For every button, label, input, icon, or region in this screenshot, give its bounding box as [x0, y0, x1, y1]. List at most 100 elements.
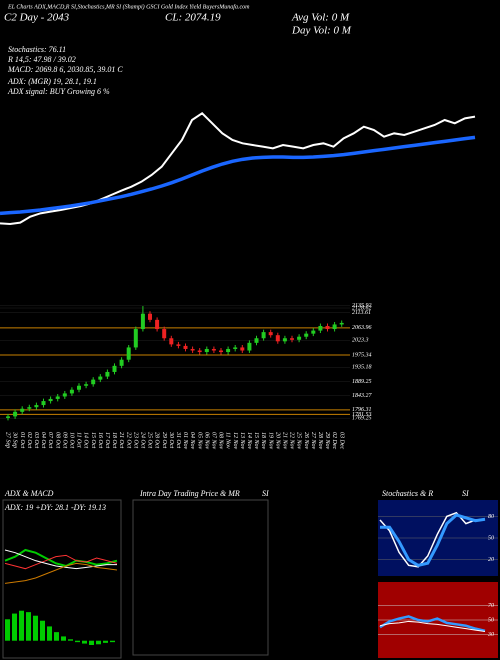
- candle-body: [20, 408, 25, 412]
- candle-body: [62, 393, 67, 397]
- candle-body: [48, 398, 53, 402]
- candle-body: [261, 332, 266, 339]
- candle-body: [105, 371, 110, 377]
- candle-body: [126, 347, 131, 360]
- candle-body: [318, 325, 323, 331]
- x-tick-label: 30 Sep: [12, 431, 18, 448]
- candle-body: [6, 416, 10, 418]
- avg-vol: Avg Vol: 0 M: [291, 12, 350, 24]
- candle-body: [197, 350, 202, 353]
- candle-body: [112, 365, 117, 372]
- panel-title: Intra Day Trading Price & MR: [139, 489, 240, 498]
- x-tick-label: 06 Nov: [203, 432, 209, 450]
- x-tick-label: 09 Oct: [61, 432, 67, 448]
- x-tick-label: 04 Nov: [189, 432, 196, 450]
- panel-title: ADX & MACD: [4, 489, 54, 498]
- x-tick-label: 02 Oct: [26, 432, 32, 448]
- x-tick-label: 27 Nov: [310, 432, 316, 450]
- candle-body: [13, 411, 18, 417]
- line-series: [0, 135, 476, 216]
- candle-body: [211, 348, 216, 351]
- macd-bar: [12, 613, 17, 641]
- x-tick-label: 21 Nov: [282, 432, 288, 450]
- candle-body: [290, 338, 294, 340]
- adx-label: ADX: 19 +DY: 28.1 -DY: 19.13: [4, 503, 106, 512]
- x-tick-label: 11 Oct: [76, 432, 82, 448]
- stoch: Stochastics: 76.11: [8, 45, 66, 54]
- macd-bar: [75, 640, 80, 643]
- macd-bar: [110, 640, 115, 643]
- x-tick-label: 02 Dec: [331, 432, 337, 449]
- candle-body: [240, 347, 245, 351]
- candle-body: [98, 376, 103, 380]
- x-tick-label: 04 Oct: [40, 432, 47, 448]
- candle-body: [119, 359, 124, 366]
- candle-body: [27, 407, 32, 409]
- y-tick-label: 1843.27: [352, 392, 373, 399]
- x-tick-label: 14 Nov: [246, 432, 253, 450]
- macd-bar: [68, 639, 73, 641]
- macd-bar: [47, 626, 52, 641]
- candle-body: [268, 332, 273, 336]
- adx-signal: ADX signal: BUY Growing 6 %: [7, 87, 110, 96]
- close: CL: 2074.19: [165, 12, 221, 24]
- x-tick-label: 30 Oct: [168, 431, 174, 448]
- x-tick-label: 28 Oct: [154, 432, 160, 448]
- line-series: [4, 554, 118, 570]
- candle-body: [162, 329, 167, 339]
- x-tick-label: 14 Oct: [83, 432, 90, 448]
- x-tick-label: 15 Nov: [253, 432, 259, 450]
- y-tick-label: 70: [488, 603, 494, 609]
- x-tick-label: 29 Oct: [161, 432, 167, 448]
- line-series: [379, 620, 486, 633]
- x-tick-label: 28 Nov: [317, 432, 323, 450]
- macd-bar: [96, 640, 101, 645]
- candle-body: [247, 342, 252, 351]
- macd-bar: [19, 610, 24, 641]
- candle-body: [176, 344, 181, 346]
- line-series: [379, 511, 486, 568]
- y-tick-label: 2135.92: [352, 303, 372, 309]
- x-tick-label: 08 Oct: [54, 432, 60, 448]
- x-tick-label: 29 Nov: [324, 432, 330, 450]
- x-tick-label: 27 Sep: [5, 432, 11, 448]
- y-tick-label: 30: [487, 632, 494, 638]
- macd-bar: [82, 640, 87, 644]
- y-tick-label: 1889.25: [352, 379, 372, 385]
- x-tick-label: 08 Nov: [218, 432, 224, 450]
- line-series: [4, 562, 118, 584]
- day-vol: Day Vol: 0 M: [291, 25, 352, 37]
- candle-body: [297, 336, 302, 340]
- line-series: [379, 615, 486, 633]
- macd: MACD: 2069.8 6, 2030.85, 39.01 C: [7, 65, 123, 74]
- candle-body: [254, 338, 259, 343]
- rsi: R 14,5: 47.98 / 39.02: [7, 55, 76, 64]
- candle-body: [219, 350, 223, 353]
- x-tick-label: 26 Nov: [303, 432, 309, 450]
- x-tick-label: 13 Nov: [239, 432, 245, 450]
- candle-body: [155, 319, 160, 330]
- panel-title: SI: [262, 489, 269, 498]
- candle-body: [226, 348, 231, 353]
- candle-body: [339, 322, 344, 325]
- x-tick-label: 19 Nov: [267, 432, 273, 450]
- x-tick-label: 18 Nov: [260, 432, 266, 450]
- x-tick-label: 22 Oct: [125, 432, 131, 448]
- y-tick-label: 2063.96: [352, 325, 372, 331]
- candle-body: [84, 384, 89, 386]
- x-tick-label: 12 Nov: [232, 432, 238, 450]
- x-tick-label: 18 Oct: [111, 432, 117, 448]
- y-tick-label: 2113.61: [352, 310, 371, 316]
- macd-bar: [103, 640, 108, 643]
- macd-bar: [26, 612, 31, 641]
- candle-body: [34, 405, 39, 408]
- x-tick-label: 15 Oct: [90, 432, 96, 448]
- candle-body: [332, 324, 337, 330]
- x-tick-label: 10 Oct: [69, 432, 75, 448]
- candle-body: [77, 385, 81, 390]
- x-tick-label: 31 Oct: [175, 431, 181, 448]
- x-tick-label: 05 Nov: [196, 432, 202, 450]
- candle-body: [91, 379, 96, 385]
- candle-body: [140, 313, 145, 330]
